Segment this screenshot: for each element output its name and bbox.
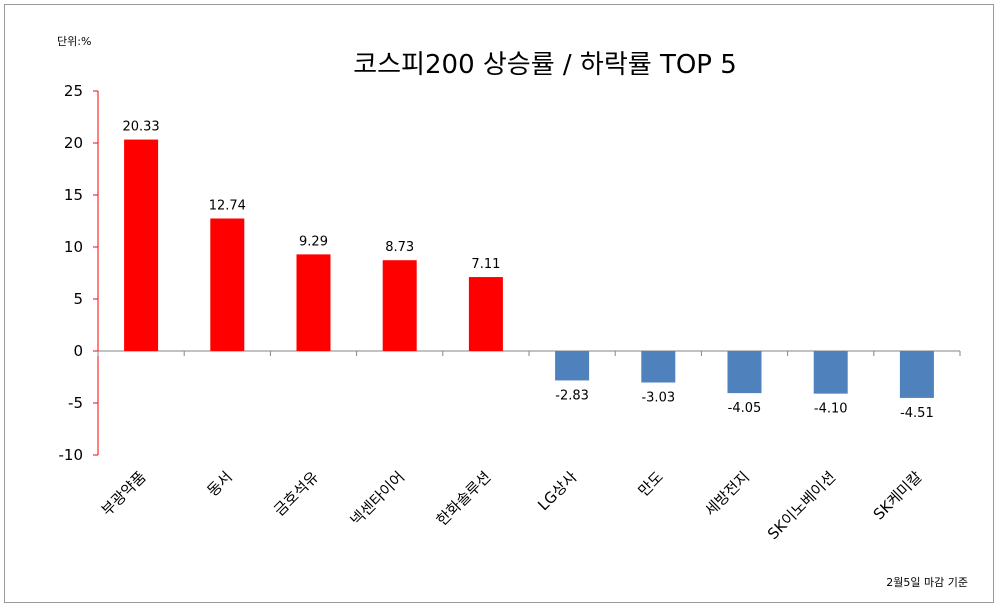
category-label: 세방전지 [701,468,753,520]
category-label: 동서 [204,468,236,500]
data-label: 8.73 [385,240,414,255]
data-label: 20.33 [122,120,159,135]
category-label: 금호석유 [270,468,322,520]
bar [899,351,934,398]
category-label: LG상사 [534,468,581,515]
data-label: -2.83 [555,388,589,403]
bar [555,351,590,381]
data-label: 12.74 [209,199,246,214]
bar [641,351,676,383]
data-label: -4.10 [814,402,848,417]
y-tick-label: 0 [73,342,83,360]
y-tick-label: 15 [64,186,83,204]
y-tick-label: 10 [64,238,83,256]
data-label: -3.03 [641,391,675,406]
bar [124,139,159,351]
bar [468,277,503,351]
category-label: 한화솔루션 [433,468,495,530]
data-label: -4.51 [900,406,934,421]
bar [210,218,245,351]
category-label: 만도 [635,468,667,500]
unit-label: 단위:% [57,35,92,48]
y-tick-label: 20 [64,134,83,152]
bar [727,351,762,394]
y-tick-label: -5 [68,394,83,412]
footnote: 2월5일 마감 기준 [886,576,968,589]
bar [382,260,417,351]
bar [296,254,331,351]
bar [813,351,848,394]
data-label: -4.05 [728,401,762,416]
y-tick-label: 25 [64,82,83,100]
category-label: SK케미칼 [870,468,926,524]
category-label: SK이노베이션 [764,468,839,543]
y-tick-label: -10 [59,446,84,464]
y-tick-label: 5 [73,290,83,308]
data-label: 7.11 [471,257,500,272]
category-label: 부광약품 [98,468,150,520]
category-label: 넥센타이어 [347,468,409,530]
chart-title: 코스피200 상승률 / 하락률 TOP 5 [353,50,737,80]
data-label: 9.29 [299,234,328,249]
